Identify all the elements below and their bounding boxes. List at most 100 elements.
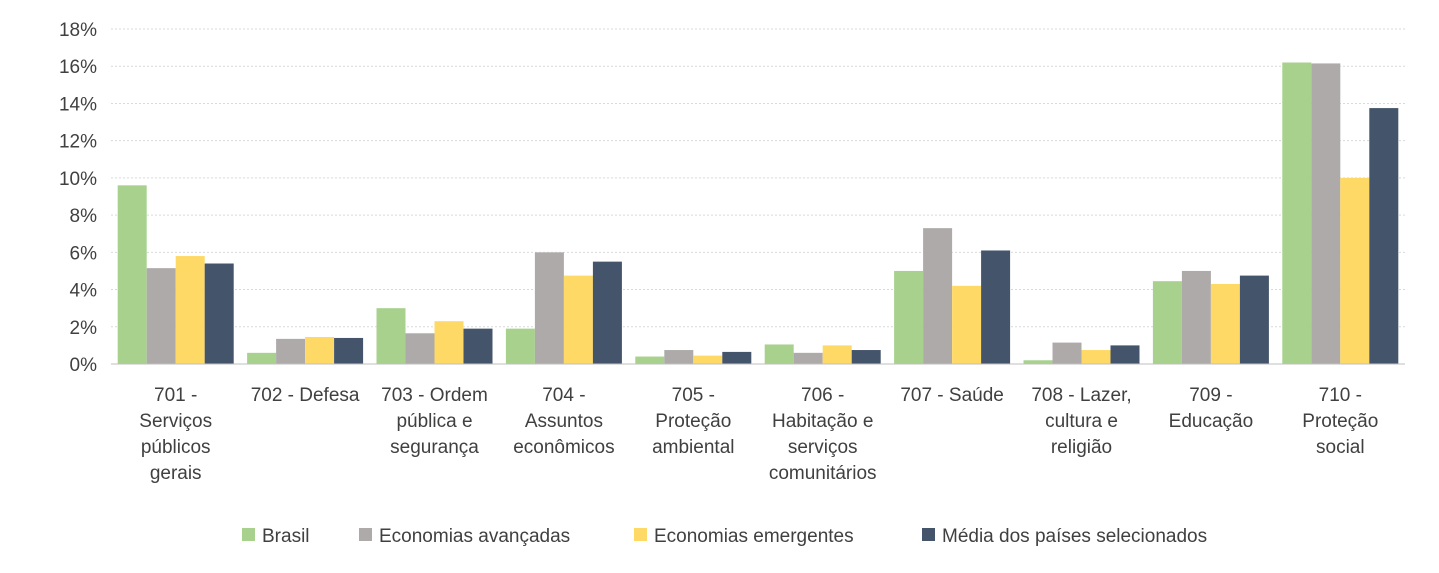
x-category-label-line: 710 - <box>1319 385 1362 406</box>
bar <box>305 337 335 364</box>
y-tick-label: 12% <box>59 132 97 153</box>
legend-label: Economias emergentes <box>654 526 854 547</box>
bar <box>1340 177 1370 364</box>
bar <box>505 328 535 364</box>
legend-swatch <box>922 528 935 541</box>
y-axis: 0% 2% 4% 6% 8% 10% 12% 14% 16% 18% <box>59 20 97 376</box>
bar <box>764 344 794 364</box>
x-category-label-line: gerais <box>150 463 202 484</box>
x-category-label-line: segurança <box>390 437 479 458</box>
bar <box>635 356 665 364</box>
y-tick-label: 2% <box>70 318 98 339</box>
bar <box>334 337 364 364</box>
bars <box>117 62 1399 365</box>
legend-label: Brasil <box>262 526 310 547</box>
y-tick-label: 6% <box>70 243 98 264</box>
bar <box>981 250 1011 364</box>
x-category-label-line: cultura e <box>1045 411 1118 432</box>
bar <box>1110 345 1140 364</box>
x-category-label: 706 - Habitação e serviços comunitários <box>769 385 877 484</box>
x-category-label-line: serviços <box>788 437 858 458</box>
legend-label: Economias avançadas <box>379 526 570 547</box>
bar <box>247 352 277 364</box>
bar <box>563 275 593 364</box>
x-axis: 701 - Serviços públicos gerais 702 - Defesa 7… <box>139 385 1378 484</box>
bar <box>952 285 982 364</box>
bar <box>1052 342 1082 364</box>
bar <box>923 228 953 364</box>
bar <box>822 345 852 364</box>
x-category-label-line: pública e <box>396 411 472 432</box>
x-category-label-line: 704 - <box>542 385 585 406</box>
bar <box>1311 63 1341 365</box>
x-category-label-line: econômicos <box>513 437 614 458</box>
x-category-label-line: 707 - Saúde <box>900 385 1004 406</box>
bar <box>463 328 493 364</box>
bar <box>405 333 435 364</box>
bar <box>592 261 622 364</box>
x-category-label-line: comunitários <box>769 463 877 484</box>
bar <box>1239 275 1269 364</box>
x-category-label-line: Serviços <box>139 411 212 432</box>
bar <box>1369 108 1399 364</box>
x-category-label-line: Proteção <box>1302 411 1378 432</box>
x-category-label-line: 705 - <box>672 385 715 406</box>
bar <box>434 321 464 364</box>
bar <box>1181 270 1211 364</box>
bar <box>1210 283 1240 364</box>
y-tick-label: 4% <box>70 281 98 302</box>
x-category-label-line: 703 - Ordem <box>381 385 488 406</box>
x-category-label-line: Assuntos <box>525 411 603 432</box>
bar <box>117 185 147 364</box>
bar <box>722 351 752 364</box>
legend-swatch <box>359 528 372 541</box>
bar <box>693 355 723 364</box>
x-category-label: 708 - Lazer, cultura e religião <box>1031 385 1131 458</box>
x-category-label-line: Habitação e <box>772 411 873 432</box>
x-category-label-line: 706 - <box>801 385 844 406</box>
x-category-label: 709 - Educação <box>1169 385 1254 432</box>
bar <box>894 270 924 364</box>
x-category-label-line: 702 - Defesa <box>251 385 360 406</box>
x-category-label: 710 - Proteção social <box>1302 385 1378 458</box>
bar <box>1152 281 1182 364</box>
bar <box>175 256 205 364</box>
y-tick-label: 16% <box>59 57 97 78</box>
y-tick-label: 14% <box>59 94 97 115</box>
x-category-label-line: religião <box>1051 437 1112 458</box>
x-category-label-line: Educação <box>1169 411 1254 432</box>
bar <box>1282 62 1312 364</box>
x-category-label: 704 - Assuntos econômicos <box>513 385 614 458</box>
bar <box>851 350 881 364</box>
bar <box>276 338 306 364</box>
bar <box>793 352 823 364</box>
bar <box>204 263 234 364</box>
bar <box>1023 360 1053 364</box>
legend-swatch <box>242 528 255 541</box>
bar <box>146 268 176 364</box>
y-tick-label: 8% <box>70 206 98 227</box>
x-category-label-line: ambiental <box>652 437 734 458</box>
x-category-label-line: públicos <box>141 437 211 458</box>
x-category-label: 707 - Saúde <box>900 385 1004 406</box>
x-category-label-line: 708 - Lazer, <box>1031 385 1131 406</box>
x-category-label-line: 709 - <box>1189 385 1232 406</box>
x-category-label: 701 - Serviços públicos gerais <box>139 385 212 484</box>
x-category-label: 702 - Defesa <box>251 385 360 406</box>
y-tick-label: 0% <box>70 355 98 376</box>
x-category-label-line: social <box>1316 437 1365 458</box>
bar <box>376 308 406 364</box>
y-tick-label: 18% <box>59 20 97 41</box>
legend-label: Média dos países selecionados <box>942 526 1207 547</box>
bar <box>534 252 564 364</box>
bar <box>664 350 694 364</box>
legend: Brasil Economias avançadas Economias emerg… <box>242 526 1207 547</box>
y-tick-label: 10% <box>59 169 97 190</box>
x-category-label: 703 - Ordem pública e segurança <box>381 385 488 458</box>
x-category-label-line: 701 - <box>154 385 197 406</box>
x-category-label-line: Proteção <box>655 411 731 432</box>
bar <box>1081 350 1111 364</box>
x-category-label: 705 - Proteção ambiental <box>652 385 734 458</box>
legend-swatch <box>634 528 647 541</box>
